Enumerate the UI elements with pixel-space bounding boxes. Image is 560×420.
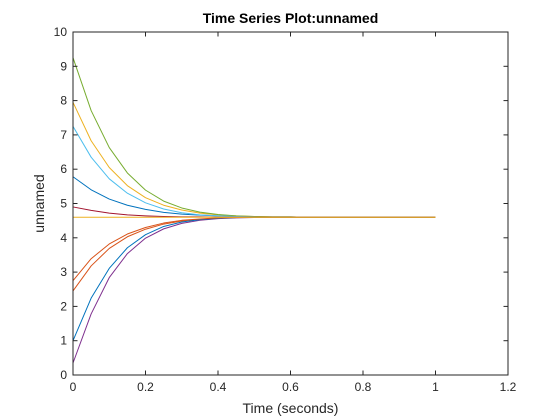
y-axis-label: unnamed	[31, 174, 47, 232]
x-axis-label: Time (seconds)	[243, 400, 339, 416]
x-tick-label: 0.8	[355, 380, 372, 394]
x-tick-label: 1.2	[500, 380, 517, 394]
axes-layer: 0 0.2 0.4 0.6 0.8 1 1.2 0 1 2 3 4 5 6 7 8 9 10	[54, 25, 517, 394]
y-tick-label: 0	[60, 368, 67, 382]
series-layer	[72, 57, 436, 364]
y-tick-label: 6	[60, 162, 67, 176]
y-tick-label: 3	[60, 265, 67, 279]
y-tick-label: 4	[60, 231, 67, 245]
x-tick-label: 0.4	[210, 380, 227, 394]
x-tick-label: 0.6	[282, 380, 299, 394]
y-tick-label: 5	[60, 197, 67, 211]
y-tick-label: 10	[54, 25, 68, 39]
axes-background	[73, 32, 508, 375]
y-tick-label: 2	[60, 299, 67, 313]
chart-title: Time Series Plot:unnamed	[203, 10, 379, 26]
x-tick-label: 0.2	[137, 380, 154, 394]
y-tick-label: 7	[60, 128, 67, 142]
y-tick-label: 1	[60, 334, 67, 348]
y-tick-label: 8	[60, 94, 67, 108]
x-tick-label: 0	[70, 380, 77, 394]
x-tick-label: 1	[432, 380, 439, 394]
y-tick-label: 9	[60, 59, 67, 73]
